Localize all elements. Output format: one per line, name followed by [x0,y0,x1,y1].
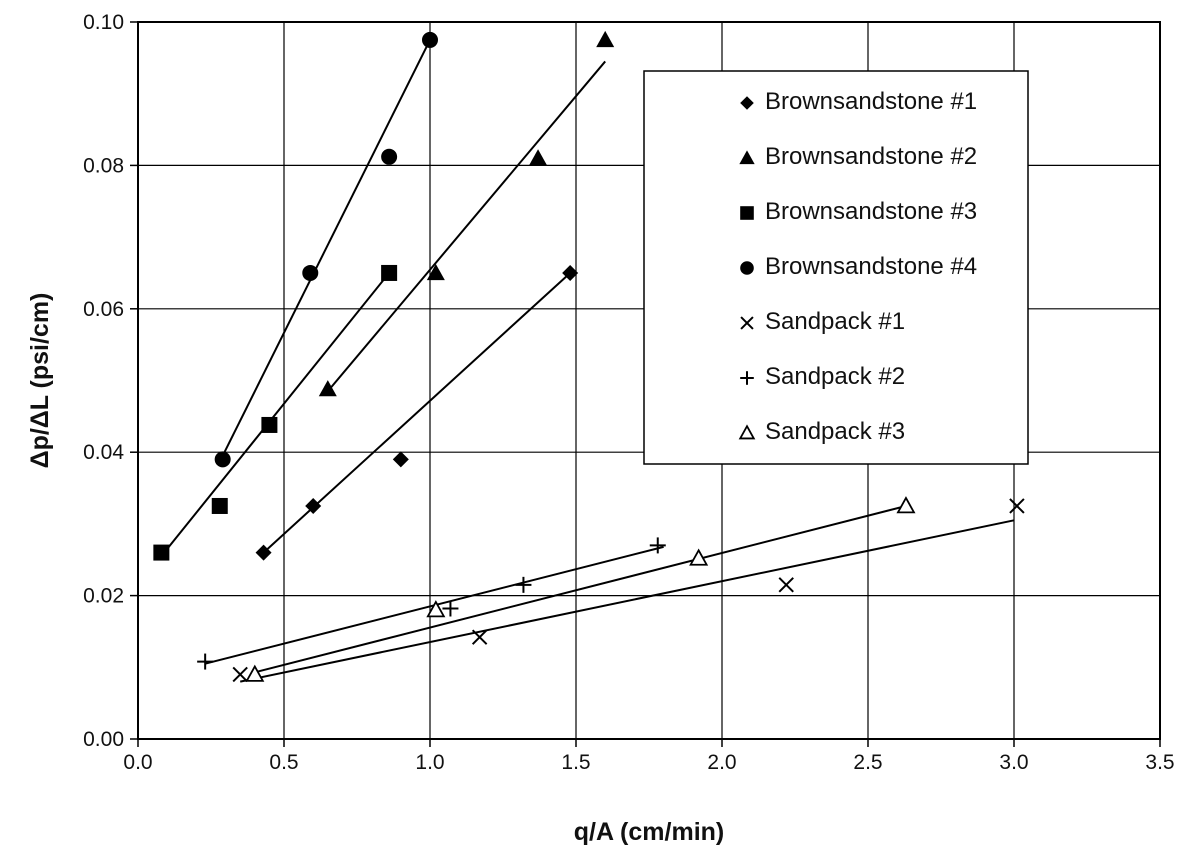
sandpack-1-trend-line [239,519,1015,683]
data-points [153,30,1025,683]
legend-marker-brownsandstone-3 [740,206,754,220]
y-tick-label: 0.04 [83,441,124,464]
sandpack-1-point [471,629,488,645]
brownsandstone-2-point [318,380,337,397]
brownsandstone-4-point [422,31,438,48]
legend-label-brownsandstone-2: Brownsandstone #2 [765,143,977,170]
legend-label-sandpack-3: Sandpack #3 [765,418,905,445]
brownsandstone-1-point [255,544,272,561]
brownsandstone-4-point [214,451,231,468]
legend-label-brownsandstone-4: Brownsandstone #4 [765,253,977,280]
brownsandstone-2-point [529,149,548,166]
sandpack-1-point [778,577,794,593]
sandpack-1-point [1009,498,1025,514]
x-tick-label: 3.0 [999,751,1028,774]
tick-labels: 0.0 0.5 1.0 1.5 2.0 2.5 3.0 3.5 0.00 0.02 0.04 0.06… [83,11,1174,774]
plot-area-frame [137,21,1161,740]
legend-marker-sandpack-3 [738,424,756,440]
legend-label-brownsandstone-3: Brownsandstone #3 [765,198,977,225]
sandpack-3-point [245,664,265,682]
brownsandstone-1-point [305,497,322,514]
y-tick-label: 0.10 [83,11,124,34]
x-tick-label: 0.5 [269,751,298,774]
legend-marker-sandpack-1 [740,316,754,330]
sandpack-2-point [197,653,214,670]
y-tick-label: 0.00 [83,728,124,751]
y-tick-label: 0.08 [83,154,124,177]
y-axis-title: Δp/ΔL (psi/cm) [26,293,54,469]
x-tick-label: 1.0 [415,751,444,774]
brownsandstone-2-trend-line [327,60,606,392]
x-tick-label: 3.5 [1145,751,1174,774]
sandpack-2-point [515,576,532,593]
sandpack-2-point [649,537,666,554]
legend-label-sandpack-1: Sandpack #1 [765,308,905,335]
brownsandstone-4-point [381,148,398,165]
legend-marker-brownsandstone-4 [740,261,754,275]
brownsandstone-3-point [261,416,278,433]
brownsandstone-1-point [392,451,409,468]
x-axis-title: q/A (cm/min) [574,818,724,846]
legend-label-sandpack-2: Sandpack #2 [765,363,905,390]
brownsandstone-3-point [211,497,228,514]
legend: Brownsandstone #1 Brownsandstone #2 Browns… [643,70,1029,465]
legend-label-brownsandstone-1: Brownsandstone #1 [765,88,977,115]
brownsandstone-2-point [426,263,445,281]
x-tick-label: 2.5 [853,751,882,774]
brownsandstone-3-point [381,264,398,281]
legend-box [643,70,1029,465]
sandpack-1-point [232,666,248,683]
x-tick-label: 0.0 [123,751,152,774]
brownsandstone-4-point [302,264,319,281]
brownsandstone-2-point [596,30,615,48]
axis-ticks [130,21,1161,747]
legend-marker-brownsandstone-1 [740,96,754,110]
sandpack-3-trend-line [254,505,907,674]
legend-marker-brownsandstone-2 [739,150,755,165]
brownsandstone-3-point [153,544,170,561]
sandpack-3-point [426,600,446,618]
brownsandstone-1-trend-line [262,272,571,554]
brownsandstone-4-trend-line [221,39,431,457]
sandpack-2-point [442,600,459,617]
brownsandstone-1-point [562,264,579,281]
y-tick-label: 0.02 [83,585,124,608]
x-tick-label: 1.5 [561,751,590,774]
sandpack-3-point [896,496,916,514]
y-tick-label: 0.06 [83,298,124,321]
x-tick-label: 2.0 [707,751,736,774]
legend-marker-sandpack-2 [740,371,754,385]
sandpack-3-point [689,548,709,566]
brownsandstone-3-trend-line [160,272,390,557]
